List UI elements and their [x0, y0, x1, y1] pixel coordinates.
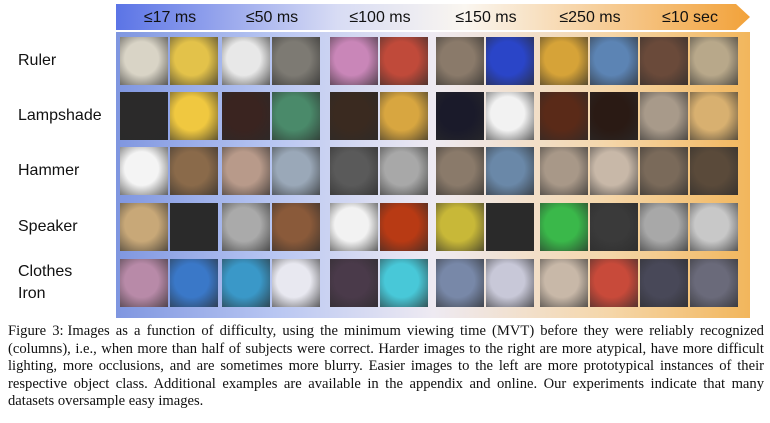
image-thumbnail	[690, 259, 738, 307]
image-thumbnail	[222, 147, 270, 195]
image-thumbnail	[272, 147, 320, 195]
image-thumbnail	[330, 147, 378, 195]
image-thumbnail	[120, 147, 168, 195]
difficulty-arrow-shape	[116, 4, 750, 30]
image-thumbnail	[486, 92, 534, 140]
image-thumbnail	[590, 203, 638, 251]
column-label: ≤10 sec	[662, 9, 718, 26]
image-thumbnail	[436, 259, 484, 307]
image-thumbnail	[330, 92, 378, 140]
row-label: Ruler	[18, 50, 113, 72]
image-thumbnail	[590, 92, 638, 140]
image-thumbnail	[272, 259, 320, 307]
column-label: ≤17 ms	[143, 9, 197, 26]
row-label: Clothes Iron	[18, 261, 113, 305]
image-thumbnail	[486, 203, 534, 251]
image-thumbnail	[120, 37, 168, 85]
image-thumbnail	[120, 92, 168, 140]
image-thumbnail	[590, 259, 638, 307]
image-thumbnail	[272, 37, 320, 85]
image-thumbnail	[690, 203, 738, 251]
image-thumbnail	[486, 37, 534, 85]
row-label-line: Speaker	[18, 218, 78, 235]
caption-text: Images as a function of difficulty, usin…	[8, 323, 764, 410]
image-thumbnail	[486, 259, 534, 307]
image-thumbnail	[436, 92, 484, 140]
column-label: ≤250 ms	[559, 9, 621, 26]
image-thumbnail	[640, 147, 688, 195]
image-thumbnail	[222, 259, 270, 307]
image-thumbnail	[540, 259, 588, 307]
image-thumbnail	[436, 203, 484, 251]
column-label: ≤150 ms	[455, 9, 517, 26]
image-thumbnail	[272, 92, 320, 140]
image-thumbnail	[330, 259, 378, 307]
column-label: ≤50 ms	[245, 9, 299, 26]
column-label: ≤100 ms	[349, 9, 411, 26]
row-label-line: Iron	[18, 285, 46, 302]
image-thumbnail	[170, 92, 218, 140]
image-thumbnail	[640, 37, 688, 85]
image-thumbnail	[690, 37, 738, 85]
image-thumbnail	[640, 203, 688, 251]
image-thumbnail	[380, 259, 428, 307]
image-thumbnail	[590, 37, 638, 85]
image-thumbnail	[170, 147, 218, 195]
image-thumbnail	[120, 203, 168, 251]
image-thumbnail	[436, 37, 484, 85]
image-thumbnail	[540, 37, 588, 85]
image-thumbnail	[690, 147, 738, 195]
image-thumbnail	[540, 147, 588, 195]
row-label: Hammer	[18, 160, 113, 182]
caption-label: Figure 3:	[8, 323, 64, 339]
row-label-line: Hammer	[18, 162, 80, 179]
figure-caption: Figure 3: Images as a function of difficu…	[8, 323, 764, 411]
image-thumbnail	[222, 37, 270, 85]
image-thumbnail	[222, 203, 270, 251]
image-thumbnail	[120, 259, 168, 307]
image-thumbnail	[170, 203, 218, 251]
image-thumbnail	[590, 147, 638, 195]
image-thumbnail	[486, 147, 534, 195]
image-thumbnail	[690, 92, 738, 140]
row-label-line: Ruler	[18, 52, 57, 69]
image-thumbnail	[222, 92, 270, 140]
image-thumbnail	[380, 92, 428, 140]
image-thumbnail	[540, 203, 588, 251]
image-thumbnail	[272, 203, 320, 251]
row-label-line: Clothes	[18, 263, 73, 280]
row-label-line: Lampshade	[18, 107, 102, 124]
image-thumbnail	[170, 37, 218, 85]
image-thumbnail	[330, 37, 378, 85]
figure: ≤17 ms ≤50 ms ≤100 ms ≤150 ms ≤250 ms ≤10 sec…	[18, 2, 768, 318]
image-thumbnail	[170, 259, 218, 307]
image-thumbnail	[380, 147, 428, 195]
image-thumbnail	[640, 92, 688, 140]
row-label: Lampshade	[18, 105, 113, 127]
image-thumbnail	[380, 37, 428, 85]
image-thumbnail	[640, 259, 688, 307]
row-label: Speaker	[18, 216, 113, 238]
image-thumbnail	[380, 203, 428, 251]
image-thumbnail	[540, 92, 588, 140]
image-thumbnail	[436, 147, 484, 195]
difficulty-arrow: ≤17 ms ≤50 ms ≤100 ms ≤150 ms ≤250 ms ≤10 sec	[116, 2, 768, 32]
image-thumbnail	[330, 203, 378, 251]
